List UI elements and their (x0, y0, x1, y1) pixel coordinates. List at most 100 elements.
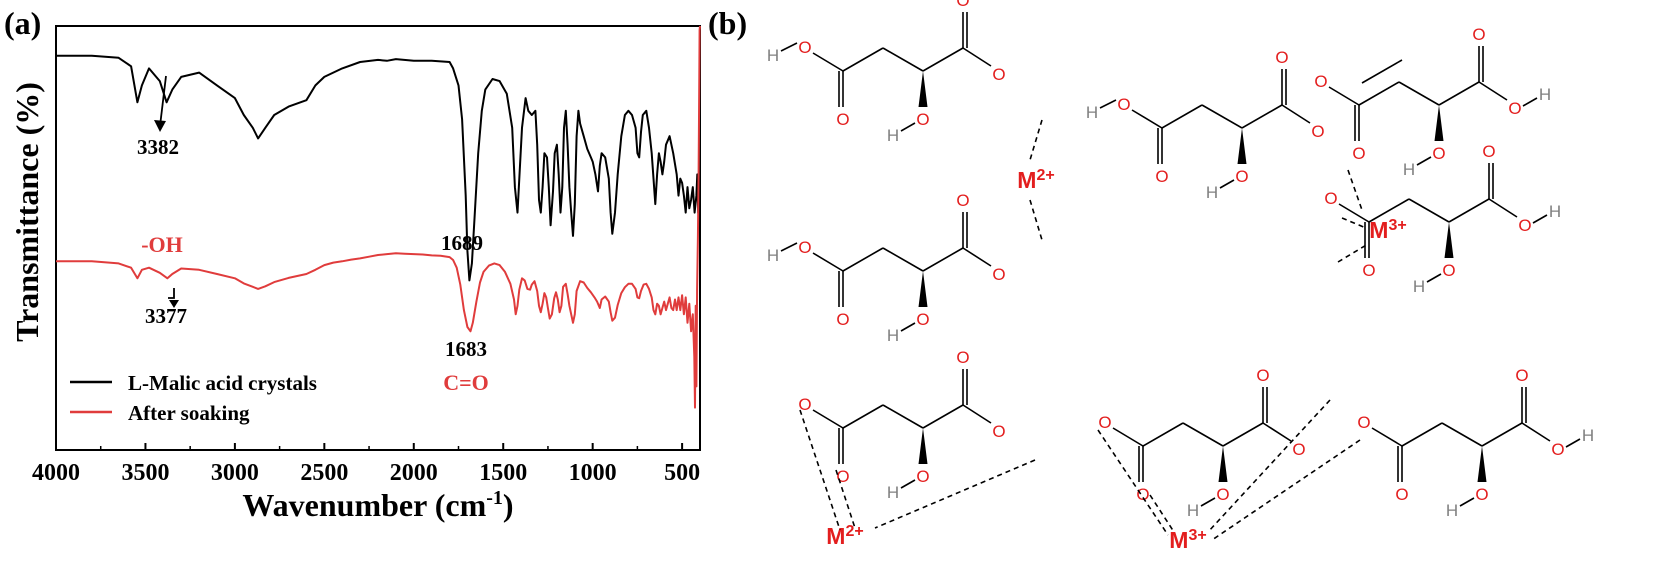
oxygen-atom: O (1508, 99, 1521, 118)
oxygen-atom: O (956, 348, 969, 367)
bond (922, 247, 964, 272)
bond (1262, 422, 1292, 442)
stereo-wedge (1477, 446, 1487, 482)
oxygen-atom: O (956, 191, 969, 210)
oxygen-atom: O (1292, 440, 1305, 459)
panel-b-label: (b) (708, 5, 747, 41)
oxygen-atom: O (1475, 485, 1488, 504)
coordination-bond (1097, 429, 1169, 536)
stereo-wedge (1444, 222, 1454, 258)
oxygen-atom: O (956, 0, 969, 10)
hydrogen-atom: H (1206, 183, 1218, 202)
oxygen-atom: O (1216, 485, 1229, 504)
bond (1338, 203, 1370, 223)
bond (900, 479, 916, 489)
peak-annotations: 3382 1689 -OH 3377 1683 C=O (137, 75, 489, 395)
bond (812, 409, 844, 429)
malate-coordination-scheme: OOHOHOOOOHOHOOM2+OOOHOOM2+OOHOHOOOOOHOOH… (767, 0, 1594, 553)
bond (1161, 104, 1203, 129)
bond (1361, 59, 1403, 84)
oxygen-atom: O (1395, 485, 1408, 504)
coordination-bond (874, 459, 1036, 529)
series-line-2 (56, 25, 701, 409)
bond (922, 404, 964, 429)
oxygen-atom: O (836, 110, 849, 129)
oxygen-atom: O (1357, 413, 1370, 432)
bond (1131, 109, 1163, 129)
stereo-wedge (1237, 128, 1247, 164)
bond (1219, 179, 1235, 189)
series-line-1 (56, 54, 701, 282)
oxygen-atom: O (1362, 261, 1375, 280)
oxygen-atom: O (1432, 144, 1445, 163)
annotation-arrowhead (154, 120, 166, 132)
oxygen-atom: O (1275, 48, 1288, 67)
plot-frame (55, 25, 701, 451)
bond (1459, 497, 1475, 507)
hydrogen-atom: H (767, 246, 779, 265)
oxygen-atom: O (1136, 485, 1149, 504)
bond (1358, 81, 1400, 106)
metal-ion-M2-bottom: M2+ (826, 523, 863, 549)
bond (900, 322, 916, 332)
oxygen-atom: O (916, 310, 929, 329)
oxygen-atom: O (1482, 142, 1495, 161)
x-tick-label: 2000 (390, 460, 438, 486)
bond (1281, 104, 1311, 124)
legend-label-1: L-Malic acid crystals (128, 371, 317, 395)
coordination-bond (1337, 243, 1369, 263)
oxygen-atom: O (916, 110, 929, 129)
panel-a-label: (a) (4, 5, 41, 41)
coordination-bond (799, 409, 841, 531)
oxygen-atom: O (836, 310, 849, 329)
stereo-wedge (918, 71, 928, 107)
x-tick-label: 500 (664, 460, 700, 486)
bond (1438, 81, 1480, 106)
stereo-wedge (918, 271, 928, 307)
bond (1532, 214, 1548, 224)
annotation-arrow (159, 75, 167, 127)
bond (1142, 422, 1184, 447)
oxygen-atom: O (1155, 167, 1168, 186)
x-tick-label: 1500 (479, 460, 527, 486)
bond (1426, 273, 1442, 283)
hydrogen-atom: H (1539, 85, 1551, 104)
metal-ion-M3-top: M3+ (1369, 217, 1406, 243)
bond (1478, 81, 1508, 101)
y-axis-label: Transmittance (%) (9, 82, 45, 342)
bond (1521, 422, 1551, 442)
ftir-chart: 4000 3500 3000 2500 2000 1500 1000 500 3382 1689… (9, 25, 701, 523)
bond (882, 47, 924, 72)
hydrogen-atom: H (887, 483, 899, 502)
oxygen-atom: O (992, 265, 1005, 284)
annotation-label: 1683 (445, 337, 487, 361)
oxygen-atom: O (1311, 122, 1324, 141)
bond (900, 122, 916, 132)
oxygen-atom: O (1518, 216, 1531, 235)
oxygen-atom: O (1551, 440, 1564, 459)
hydrogen-atom: H (1582, 426, 1594, 445)
annotation-label: 1689 (441, 231, 483, 255)
stereo-wedge (1434, 105, 1444, 141)
bond (842, 404, 884, 429)
bond (842, 47, 884, 72)
oxygen-atom: O (798, 395, 811, 414)
x-axis-label-superscript: -1 (486, 487, 503, 509)
oxygen-atom: O (1352, 144, 1365, 163)
bond (1328, 86, 1360, 106)
bond (1448, 198, 1490, 223)
oxygen-atom: O (836, 467, 849, 486)
oxygen-atom: O (1314, 72, 1327, 91)
bond (1368, 198, 1410, 223)
coordination-bond (1029, 119, 1043, 161)
x-tick-label: 3500 (121, 460, 169, 486)
coordination-bond (1341, 217, 1367, 229)
hydrogen-atom: H (1403, 160, 1415, 179)
hydrogen-atom: H (1187, 501, 1199, 520)
bond (1441, 422, 1483, 447)
bond (1112, 427, 1144, 447)
coordination-bond (1149, 494, 1175, 533)
bond (1201, 104, 1243, 129)
bond (882, 404, 924, 429)
